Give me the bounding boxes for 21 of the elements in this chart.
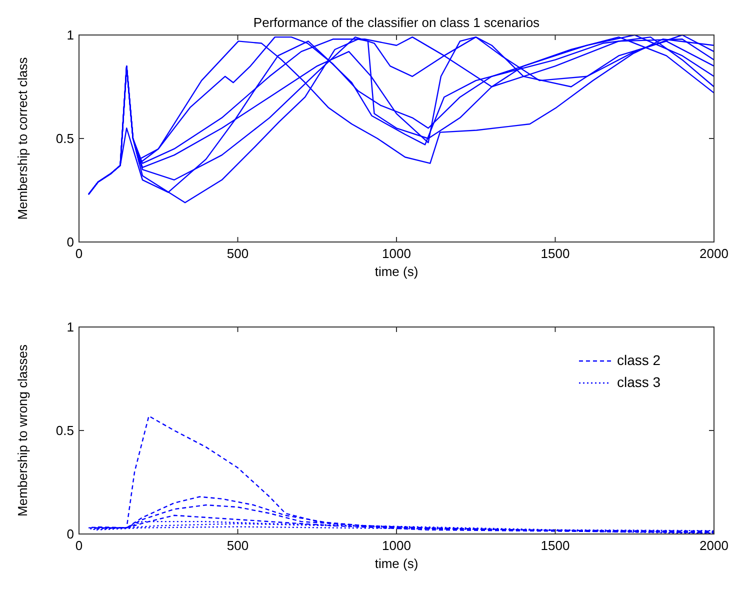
y-tick-label: 1: [66, 320, 74, 334]
x-tick-label: 2000: [700, 538, 728, 553]
y-tick-label: 0: [66, 526, 74, 542]
x-tick-label: 1500: [540, 246, 570, 261]
x-tick-label: 1500: [540, 538, 570, 553]
y-axis-title: Membership to wrong classes: [15, 344, 30, 516]
y-axis-title: Membership to correct class: [15, 56, 30, 220]
x-tick-label: 1000: [382, 538, 411, 553]
y-tick-label: 1: [66, 28, 74, 42]
y-tick-label: 0.5: [56, 131, 74, 146]
chart-title: Performance of the classifier on class 1 scenarios: [253, 15, 540, 30]
x-tick-label: 500: [226, 246, 249, 261]
x-axis-title: time (s): [374, 264, 418, 279]
y-tick-label: 0: [66, 234, 74, 250]
legend-label: class 3: [617, 374, 661, 390]
x-axis-title: time (s): [374, 556, 418, 571]
y-tick-label: 0.5: [56, 423, 74, 438]
legend-label: class 2: [617, 352, 661, 368]
x-tick-label: 1000: [382, 246, 411, 261]
x-tick-label: 500: [226, 538, 249, 553]
x-tick-label: 2000: [700, 246, 728, 261]
